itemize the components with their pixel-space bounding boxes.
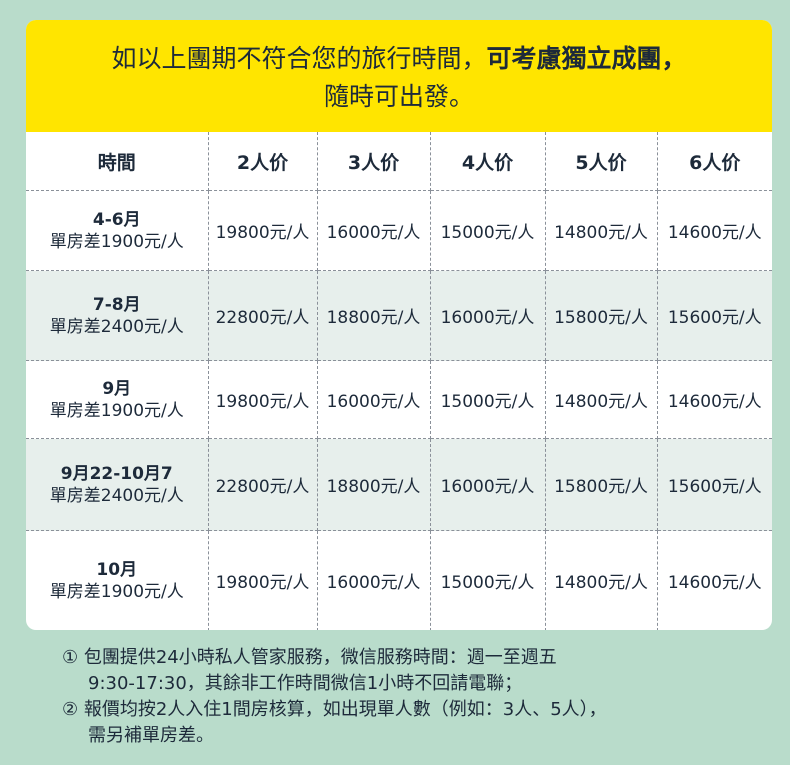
period-cell: 4-6月 單房差1900元/人	[26, 190, 209, 271]
price-cell: 16000元/人	[429, 270, 546, 361]
price-cell: 16000元/人	[316, 530, 431, 630]
period-cell: 7-8月 單房差2400元/人	[26, 270, 209, 361]
price-table: 時間 2人价 3人价 4人价 5人价 6人价 4-6月 單房差1900元/人 19800元/人…	[26, 132, 772, 630]
period-label: 10月	[96, 559, 138, 580]
table-row: 10月 單房差1900元/人 19800元/人 16000元/人 15000元/人 148…	[26, 530, 772, 630]
price-cell: 19800元/人	[207, 190, 318, 271]
period-label: 9月22-10月7	[60, 463, 173, 484]
price-cell: 19800元/人	[207, 530, 318, 630]
column-header: 時間	[26, 132, 209, 191]
single-room-diff: 單房差2400元/人	[49, 316, 184, 337]
column-header: 2人价	[207, 132, 318, 191]
column-header: 5人价	[544, 132, 658, 191]
single-room-diff: 單房差1900元/人	[49, 400, 184, 421]
price-cell: 15000元/人	[429, 360, 546, 439]
price-cell: 16000元/人	[316, 360, 431, 439]
banner-highlight: 可考慮獨立成團，	[486, 44, 687, 73]
price-cell: 14800元/人	[544, 190, 658, 271]
column-header: 4人价	[429, 132, 546, 191]
price-cell: 14800元/人	[544, 530, 658, 630]
price-cell: 14600元/人	[656, 530, 772, 630]
price-cell: 15800元/人	[544, 438, 658, 531]
banner-text-line2: 隨時可出發。	[323, 82, 474, 111]
note-2: ② 報價均按2人入住1間房核算，如出現單人數（例如：3人、5人），	[62, 699, 607, 720]
price-cell: 18800元/人	[316, 438, 431, 531]
note-1: ① 包團提供24小時私人管家服務，微信服務時間：週一至週五	[62, 647, 557, 668]
banner-text: 如以上團期不符合您的旅行時間，	[111, 44, 487, 73]
price-card: 如以上團期不符合您的旅行時間，可考慮獨立成團， 隨時可出發。 時間 2人价 3人价 4…	[26, 20, 772, 630]
column-header: 6人价	[656, 132, 772, 191]
single-room-diff: 單房差1900元/人	[49, 581, 184, 602]
price-cell: 19800元/人	[207, 360, 318, 439]
period-label: 9月	[102, 378, 132, 399]
price-cell: 18800元/人	[316, 270, 431, 361]
price-cell: 15000元/人	[429, 530, 546, 630]
price-cell: 14800元/人	[544, 360, 658, 439]
period-label: 4-6月	[92, 209, 141, 230]
note-2-cont: 需另補單房差。	[88, 725, 214, 746]
price-cell: 14600元/人	[656, 190, 772, 271]
period-cell: 10月 單房差1900元/人	[26, 530, 209, 630]
single-room-diff: 單房差2400元/人	[49, 485, 184, 506]
price-cell: 22800元/人	[207, 270, 318, 361]
price-cell: 16000元/人	[429, 438, 546, 531]
price-cell: 15000元/人	[429, 190, 546, 271]
table-header-row: 時間 2人价 3人价 4人价 5人价 6人价	[26, 132, 772, 191]
price-cell: 15600元/人	[656, 438, 772, 531]
table-row: 4-6月 單房差1900元/人 19800元/人 16000元/人 15000元/人 14…	[26, 190, 772, 271]
period-cell: 9月 單房差1900元/人	[26, 360, 209, 439]
table-row: 7-8月 單房差2400元/人 22800元/人 18800元/人 16000元/人 15…	[26, 270, 772, 361]
notes: ① 包團提供24小時私人管家服務，微信服務時間：週一至週五 9:30-17:30…	[62, 645, 607, 749]
price-cell: 15800元/人	[544, 270, 658, 361]
price-cell: 15600元/人	[656, 270, 772, 361]
price-cell: 14600元/人	[656, 360, 772, 439]
column-header: 3人价	[316, 132, 431, 191]
note-1-cont: 9:30-17:30，其餘非工作時間微信1小時不回請電聯；	[88, 673, 523, 694]
table-row: 9月22-10月7 單房差2400元/人 22800元/人 18800元/人 16000…	[26, 438, 772, 531]
single-room-diff: 單房差1900元/人	[49, 231, 184, 252]
banner: 如以上團期不符合您的旅行時間，可考慮獨立成團， 隨時可出發。	[26, 20, 772, 132]
price-cell: 16000元/人	[316, 190, 431, 271]
price-cell: 22800元/人	[207, 438, 318, 531]
period-label: 7-8月	[92, 294, 141, 315]
table-row: 9月 單房差1900元/人 19800元/人 16000元/人 15000元/人 1480…	[26, 360, 772, 439]
period-cell: 9月22-10月7 單房差2400元/人	[26, 438, 209, 531]
